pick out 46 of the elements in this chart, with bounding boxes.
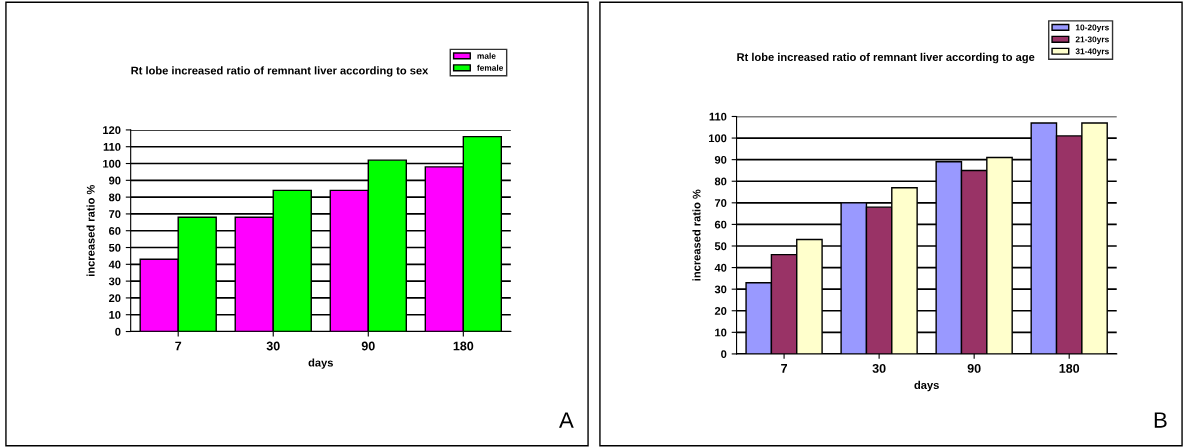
x-tick-label: 30 xyxy=(266,341,280,351)
x-tick-label: 180 xyxy=(1059,363,1080,373)
x-tick-label: 7 xyxy=(781,364,788,373)
y-tick-label: 10 xyxy=(715,328,727,337)
x-tick-label: 7 xyxy=(175,341,182,351)
text: A xyxy=(559,412,574,428)
x-axis-title: days xyxy=(308,358,333,369)
legend-label: female xyxy=(477,64,504,71)
y-tick-label: 80 xyxy=(108,193,121,202)
x-tick-label: 90 xyxy=(361,341,375,351)
y-tick-label: 10 xyxy=(109,310,121,319)
y-tick-label: 20 xyxy=(108,294,121,303)
y-tick-label: 70 xyxy=(714,199,727,207)
y-axis-title: increased ratio % xyxy=(692,189,701,281)
y-tick-label: 90 xyxy=(108,176,121,185)
y-tick-label: 30 xyxy=(108,277,121,286)
y-tick-label: 100 xyxy=(103,159,121,168)
y-tick-label: 120 xyxy=(103,126,121,135)
y-tick-label: 110 xyxy=(709,112,727,121)
y-tick-label: 40 xyxy=(108,260,121,269)
y-tick-label: 50 xyxy=(714,242,727,251)
y-tick-label: 100 xyxy=(709,134,727,143)
x-tick-label: 30 xyxy=(872,363,886,373)
y-tick-label: 90 xyxy=(714,155,727,164)
y-tick-label: 0 xyxy=(115,327,121,336)
legend-label: male xyxy=(477,52,496,59)
y-tick-label: 0 xyxy=(721,350,727,359)
x-axis-title: days xyxy=(914,380,939,392)
chart-title: Rt lobe increased ratio of remnant liver according to age xyxy=(737,52,1035,64)
y-tick-label: 60 xyxy=(714,220,727,229)
y-tick-label: 30 xyxy=(714,285,727,294)
y-tick-label: 110 xyxy=(103,142,121,151)
chart-title: Rt lobe increased ratio of remnant liver according to sex xyxy=(131,66,429,77)
legend-label: 31-40yrs xyxy=(1075,48,1109,56)
y-tick-label: 20 xyxy=(714,307,727,315)
x-tick-label: 180 xyxy=(453,341,474,351)
x-tick-label: 90 xyxy=(967,363,981,373)
y-tick-label: 70 xyxy=(109,210,121,219)
legend-label: 10-20yrs xyxy=(1075,24,1109,33)
text: B xyxy=(1154,412,1167,428)
y-axis-title: increased ratio % xyxy=(86,185,95,276)
y-tick-label: 60 xyxy=(109,226,121,235)
legend-label: 21-30yrs xyxy=(1075,36,1109,44)
y-tick-label: 40 xyxy=(714,263,727,272)
y-tick-label: 80 xyxy=(714,177,727,186)
y-tick-label: 50 xyxy=(108,243,121,252)
